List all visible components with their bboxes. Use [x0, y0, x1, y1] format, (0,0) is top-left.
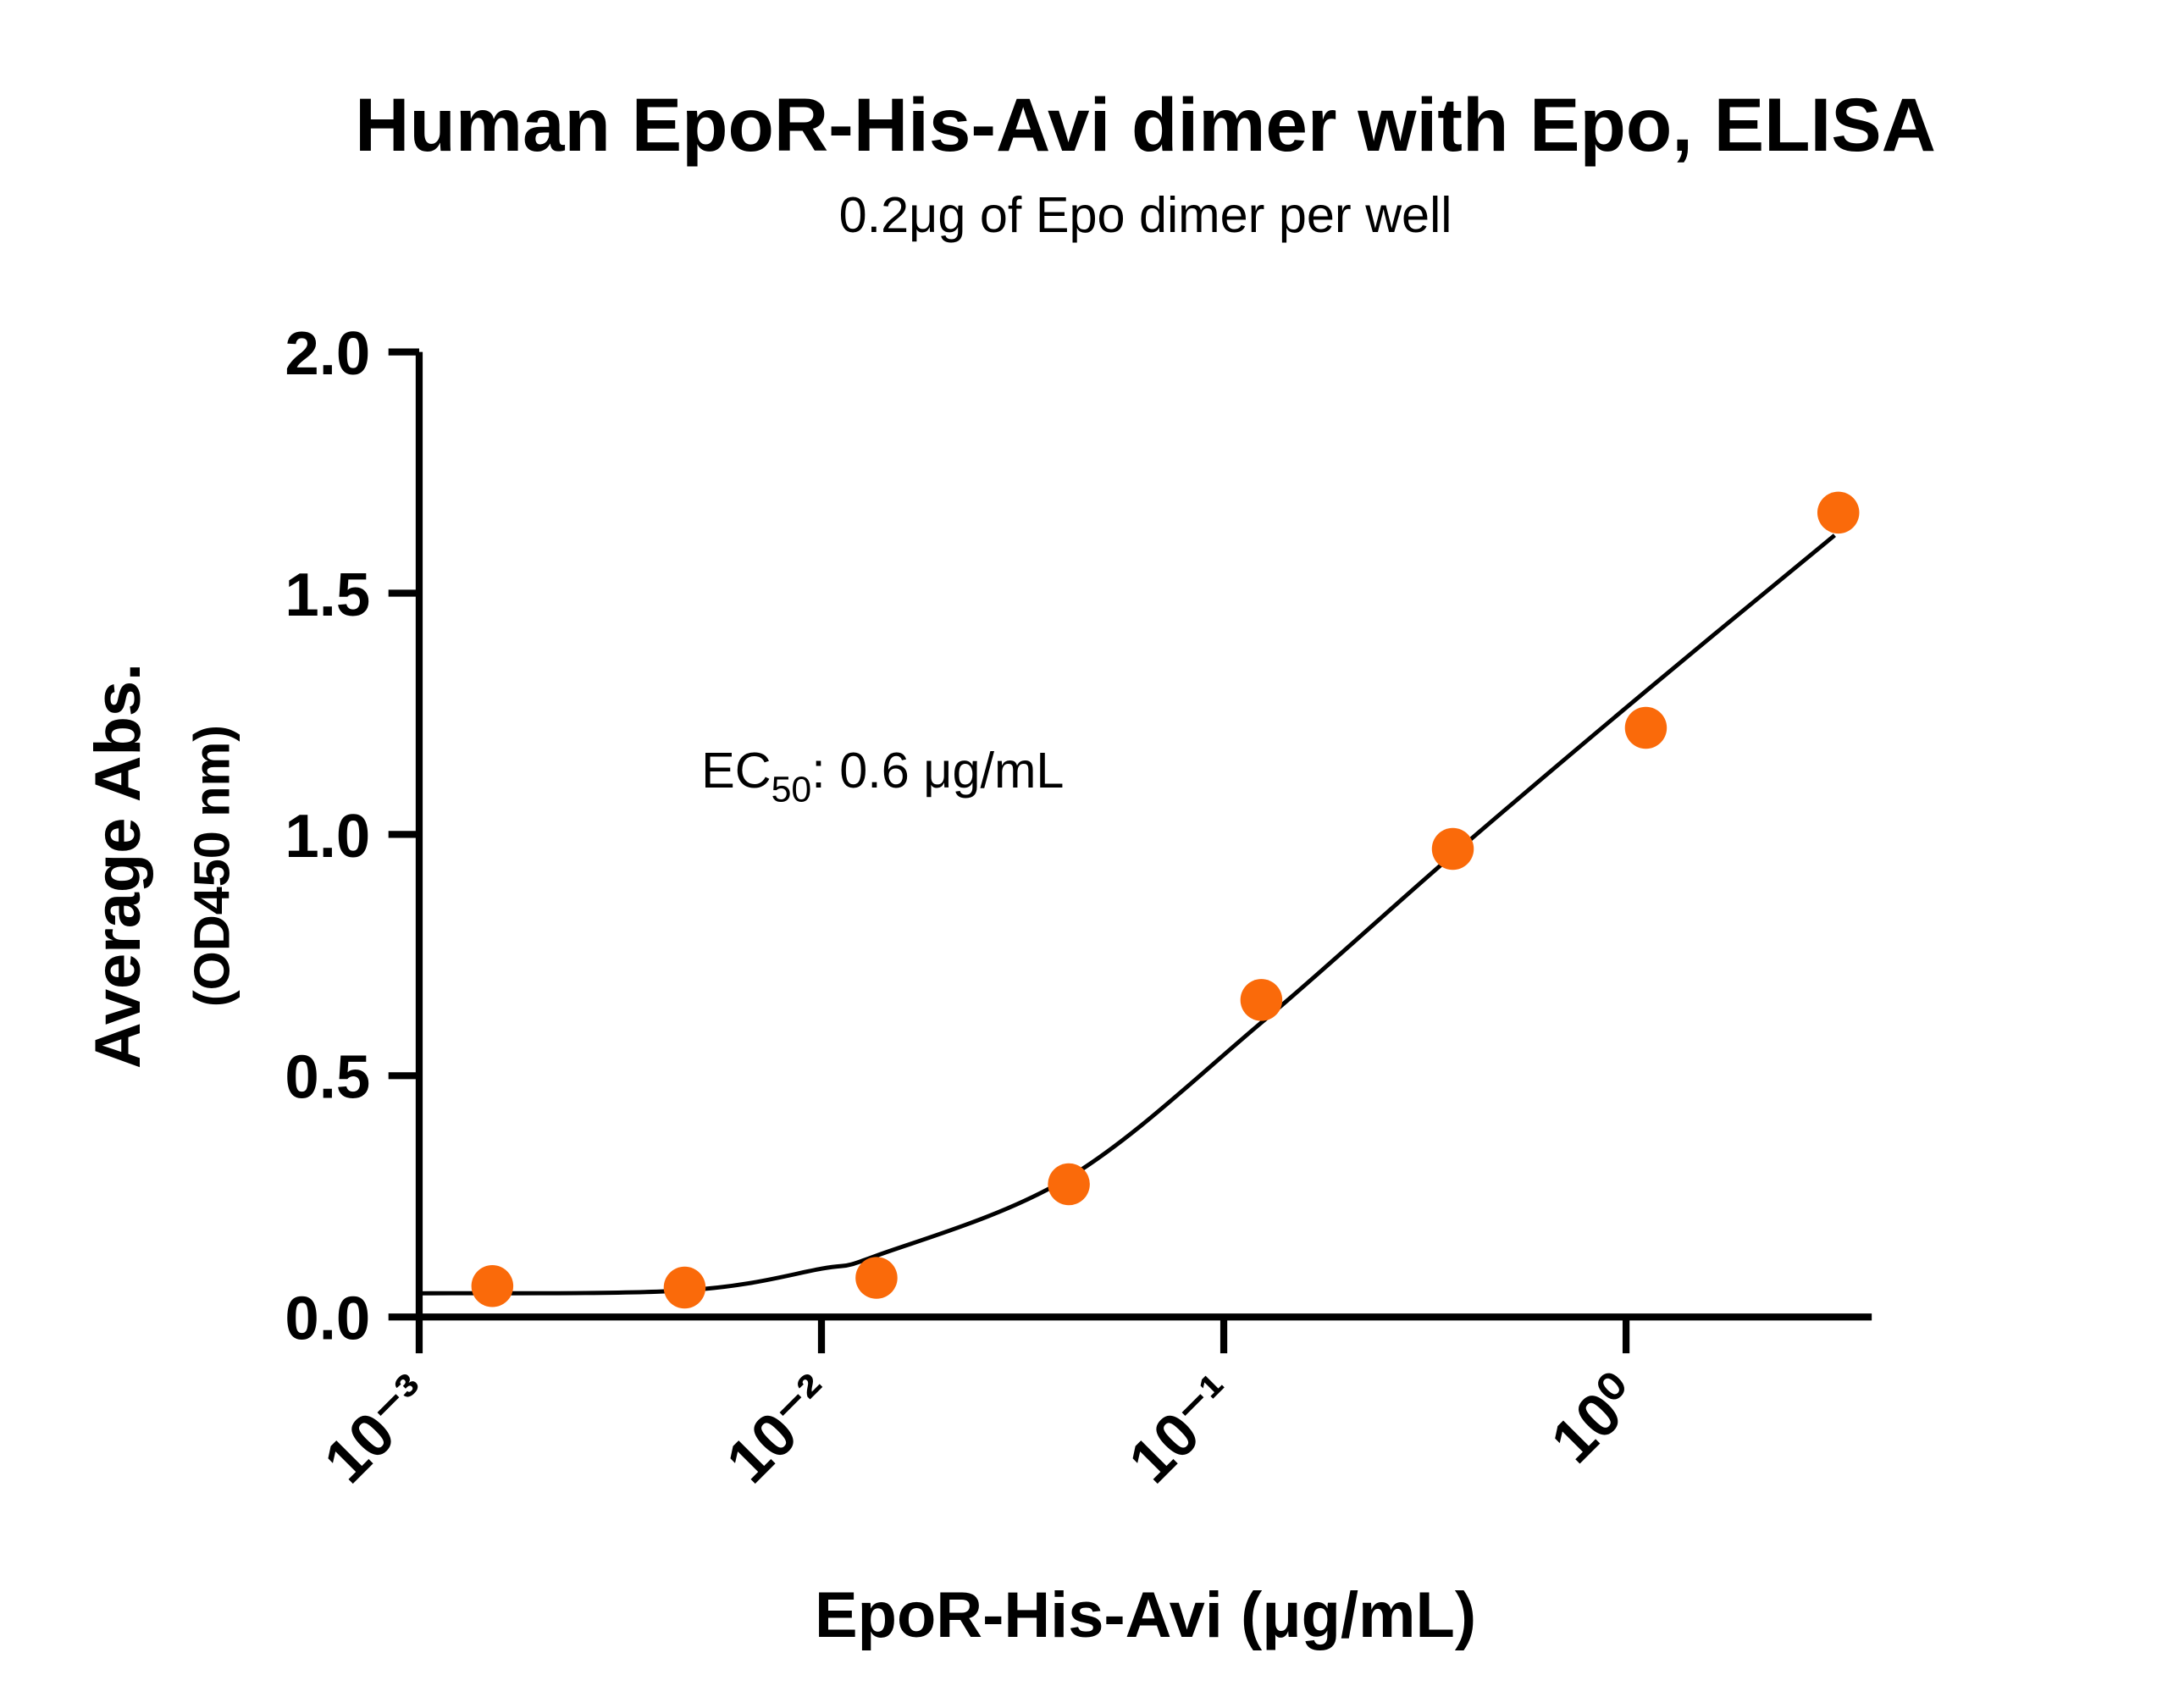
data-point: [1624, 706, 1667, 749]
y-axis-sublabel: (OD450 nm): [184, 725, 241, 1007]
chart-title: Human EpoR-His-Avi dimer with Epo, ELISA: [355, 82, 1936, 167]
data-point: [1817, 491, 1860, 534]
data-point: [855, 1257, 898, 1299]
fit-curve: [418, 533, 1836, 1296]
y-tick-label: 1.5: [285, 561, 370, 629]
annotation-text: : 0.6 μg/mL: [811, 742, 1064, 799]
data-point: [1240, 979, 1283, 1021]
y-axis-label-group: Average Abs. (OD450 nm): [82, 663, 241, 1069]
annotation-text: EC: [701, 742, 771, 799]
x-tick-label: 10⁻¹: [1116, 1362, 1251, 1496]
x-tick-label: 10⁰: [1538, 1362, 1652, 1476]
y-tick-label: 1.0: [285, 802, 370, 871]
x-axis-label: EpoR-His-Avi (μg/mL): [815, 1579, 1476, 1651]
annotation-subscript: 50: [772, 770, 812, 810]
data-point: [1431, 827, 1474, 871]
chart-subtitle: 0.2μg of Epo dimer per well: [839, 186, 1452, 243]
y-tick-label: 2.0: [285, 319, 370, 388]
x-tick-label: 10⁻²: [714, 1362, 849, 1496]
x-tick-label: 10⁻³: [312, 1362, 446, 1496]
annotation: EC50: 0.6 μg/mL: [701, 742, 1064, 810]
data-point: [663, 1266, 706, 1309]
y-tick-label: 0.0: [285, 1285, 370, 1353]
data-point: [1048, 1163, 1090, 1206]
data-point: [471, 1265, 514, 1307]
y-tick-label: 0.5: [285, 1043, 370, 1112]
y-axis-label: Average Abs.: [82, 663, 154, 1069]
